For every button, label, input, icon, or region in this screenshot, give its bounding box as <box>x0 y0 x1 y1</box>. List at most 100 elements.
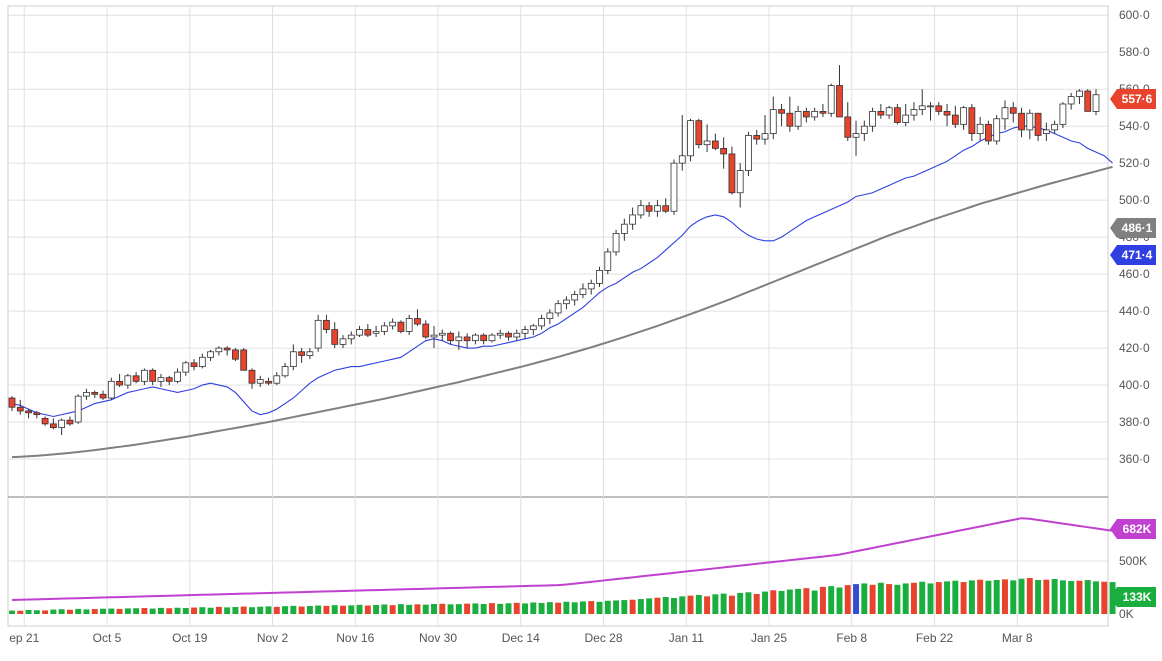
candle-up <box>604 251 612 271</box>
volume-bar <box>157 607 164 614</box>
sma-short-label: 471·4 <box>1122 248 1153 262</box>
volume-bar <box>75 608 82 614</box>
candle-down <box>1034 112 1042 136</box>
candle-down <box>422 323 430 338</box>
volume-bar <box>1051 579 1058 614</box>
price-tick-label: 460·0 <box>1119 267 1150 281</box>
volume-bar <box>745 592 752 614</box>
candle-up <box>529 325 537 330</box>
candle-up <box>372 331 380 334</box>
volume-bar <box>555 602 562 614</box>
candle-up <box>687 120 694 157</box>
volume-bar <box>654 597 661 614</box>
volume-bar <box>25 609 32 614</box>
candle-down <box>943 110 951 116</box>
volume-bar <box>340 605 346 614</box>
candle-down <box>149 369 157 382</box>
candle-up <box>852 133 860 138</box>
volume-bar <box>952 580 959 614</box>
candle-up <box>885 107 893 116</box>
candle-down <box>91 392 99 395</box>
candle-up <box>207 351 214 358</box>
candle-up <box>74 395 82 423</box>
volume-bar <box>538 602 545 614</box>
volume-bar <box>273 606 280 614</box>
volume-bar <box>439 603 446 614</box>
candle-up <box>83 392 90 397</box>
x-tick-label: ep 21 <box>9 631 39 645</box>
volume-bar <box>497 603 504 614</box>
volume-bar <box>877 582 884 614</box>
volume-bar <box>166 608 173 614</box>
volume-bar <box>83 609 90 614</box>
volume-bar <box>894 584 901 614</box>
volume-bar <box>944 581 951 614</box>
candle-down <box>397 321 405 332</box>
candle-down <box>968 107 976 134</box>
volume-bars <box>9 578 1116 614</box>
price-tick-label: 400·0 <box>1119 378 1150 392</box>
candle-down <box>1084 90 1092 112</box>
last-price-label: 557·6 <box>1122 92 1153 106</box>
candle-down <box>298 351 305 356</box>
candle-up <box>960 107 967 125</box>
volume-bar <box>1076 580 1083 614</box>
price-tick-label: 360·0 <box>1119 452 1150 466</box>
volume-bar <box>364 605 371 614</box>
candle-up <box>827 85 835 114</box>
volume-bar <box>637 599 644 614</box>
volume-bar <box>1026 578 1033 614</box>
x-tick-label: Jan 11 <box>669 631 704 645</box>
volume-bar <box>116 608 123 614</box>
candle-up <box>347 334 355 340</box>
candle-up <box>993 118 1001 142</box>
volume-bar <box>786 589 793 614</box>
volume-bar <box>704 596 711 614</box>
volume-bar <box>910 582 917 614</box>
candle-up <box>571 294 579 301</box>
volume-bar <box>141 608 148 614</box>
volume-bar <box>646 598 653 614</box>
candle-up <box>976 123 984 134</box>
candle-down <box>240 349 248 371</box>
volume-bar <box>828 586 835 614</box>
volume-bar <box>315 605 322 614</box>
candle-down <box>33 412 41 416</box>
candle-down <box>41 417 49 425</box>
volume-bar <box>993 580 1000 614</box>
volume-average-line <box>11 517 1113 601</box>
candle-down <box>695 120 703 146</box>
candle-down <box>190 362 198 367</box>
price-tick-label: 580·0 <box>1119 45 1150 59</box>
volume-bar <box>819 586 826 614</box>
volume-bar <box>17 610 24 614</box>
candle-up <box>769 109 777 134</box>
price-tick-label: 380·0 <box>1119 415 1150 429</box>
volume-bar <box>1043 579 1050 614</box>
candle-down <box>25 410 32 414</box>
sma-long-label: 486·1 <box>1122 221 1153 235</box>
x-tick-label: Dec 28 <box>584 631 622 645</box>
volume-bar <box>124 608 131 614</box>
candle-down <box>935 105 943 112</box>
x-tick-label: Nov 16 <box>336 631 374 645</box>
candle-up <box>678 155 686 164</box>
volume-bar <box>919 581 926 614</box>
volume-bar <box>373 605 380 614</box>
candle-up <box>488 334 496 342</box>
volume-bar <box>844 585 851 614</box>
candle-up <box>513 332 521 338</box>
candle-up <box>918 105 926 110</box>
x-tick-label: Mar 8 <box>1002 631 1033 645</box>
volume-bar <box>505 603 512 614</box>
volume-bar <box>853 584 860 614</box>
volume-bar <box>778 590 785 614</box>
volume-bar <box>174 607 181 614</box>
candle-down <box>414 318 421 325</box>
volume-bar <box>571 602 578 614</box>
volume-bar <box>629 599 636 614</box>
volume-bar <box>133 608 140 614</box>
candle-down <box>778 109 785 114</box>
candle-down <box>248 369 256 384</box>
volume-bar <box>1059 580 1066 614</box>
